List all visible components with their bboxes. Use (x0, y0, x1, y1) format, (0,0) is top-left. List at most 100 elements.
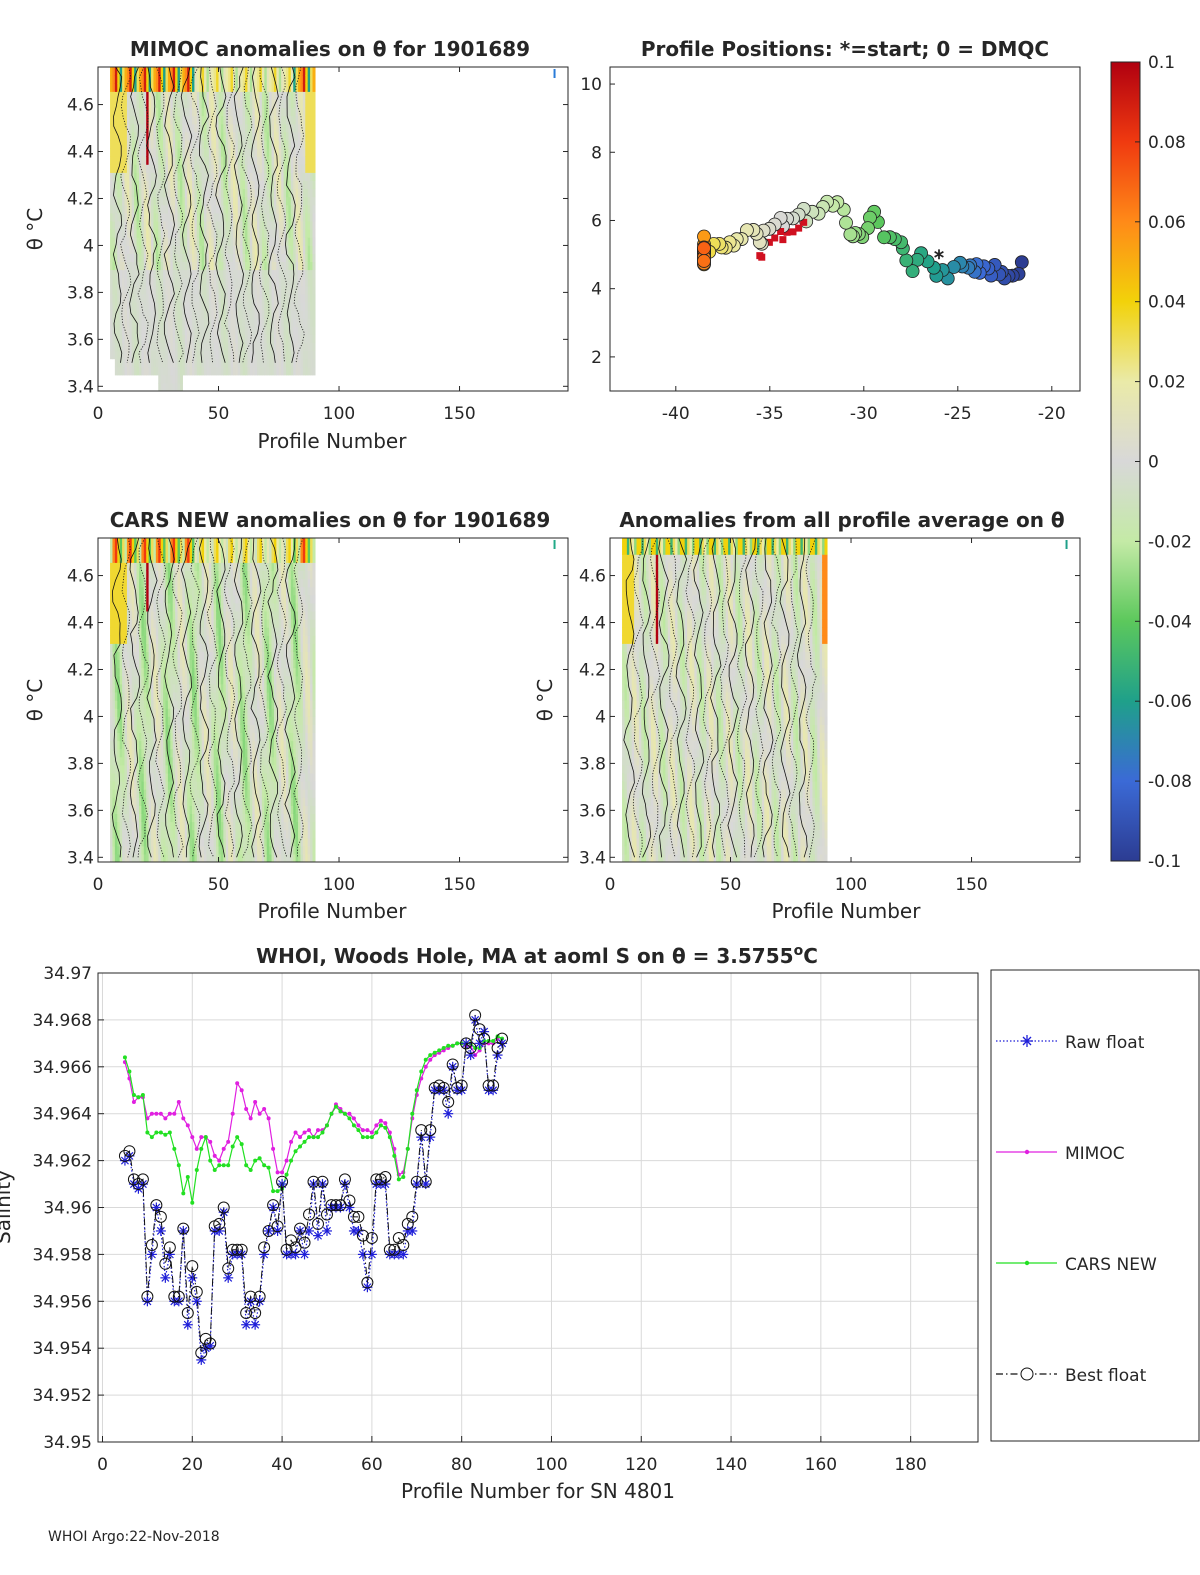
heatmap-cell (281, 358, 285, 368)
heatmap-cell (167, 821, 171, 831)
heatmap-cell (261, 204, 265, 214)
heatmap-cell (196, 570, 200, 580)
heatmap-cell (110, 75, 114, 84)
heatmap-cell (290, 366, 294, 376)
heatmap-cell (119, 691, 123, 701)
heatmap-cell (182, 700, 186, 709)
heatmap-cell (110, 220, 114, 230)
heatmap-cell (122, 578, 126, 588)
heatmap-cell (110, 570, 114, 580)
heatmap-cell (124, 643, 128, 652)
heatmap-cell (216, 204, 220, 214)
heatmap-cell (146, 75, 150, 84)
heatmap-cell (184, 164, 188, 173)
heatmap-cell (225, 164, 229, 173)
heatmap-cell (261, 285, 265, 295)
heatmap-cell (290, 237, 294, 246)
heatmap-cell (122, 610, 126, 620)
heatmap-cell (211, 180, 215, 190)
heatmap-cell (124, 724, 128, 733)
heatmap-cell (192, 805, 196, 814)
heatmap-cell (163, 740, 167, 750)
heatmap-cell (281, 212, 285, 222)
heatmap-cell (184, 318, 188, 327)
heatmap-cell (143, 675, 147, 685)
heatmap-cell (259, 67, 263, 76)
heatmap-cell (266, 164, 270, 173)
heatmap-cell (216, 67, 220, 76)
heatmap-cell (153, 635, 157, 644)
heatmap-cell (160, 562, 164, 571)
heatmap-cell (288, 212, 292, 222)
heatmap-cell (122, 261, 126, 271)
heatmap-cell (276, 326, 280, 335)
heatmap-cell (187, 99, 191, 109)
heatmap-cell (163, 781, 167, 790)
heatmap-cell (196, 148, 200, 157)
heatmap-cell (134, 301, 138, 311)
heatmap-cell (177, 131, 181, 141)
heatmap-cell (146, 756, 150, 766)
heatmap-cell (126, 277, 130, 287)
heatmap-cell (165, 667, 169, 677)
heatmap-cell (129, 586, 133, 596)
heatmap-cell (134, 326, 138, 335)
heatmap-cell (196, 805, 200, 814)
heatmap-cell (117, 578, 121, 588)
heatmap-cell (242, 245, 246, 254)
heatmap-cell (129, 366, 133, 376)
heatmap-cell (300, 139, 304, 149)
heatmap-cell (310, 366, 314, 376)
heatmap-cell (213, 269, 217, 279)
heatmap-cell (235, 131, 239, 141)
heatmap-cell (136, 724, 140, 733)
heatmap-cell (276, 301, 280, 311)
heatmap-cell (228, 253, 232, 262)
heatmap-cell (172, 748, 176, 758)
heatmap-cell (254, 188, 258, 198)
heatmap-cell (249, 358, 253, 368)
heatmap-cell (160, 326, 164, 335)
heatmap-cell (146, 156, 150, 165)
heatmap-cell (276, 212, 280, 222)
heatmap-cell (172, 700, 176, 709)
heatmap-cell (283, 237, 287, 246)
heatmap-cell (124, 237, 128, 246)
heatmap-cell (194, 310, 198, 319)
heatmap-cell (254, 293, 258, 303)
heatmap-cell (117, 358, 121, 368)
heatmap-cell (117, 253, 121, 262)
heatmap-cell (235, 318, 239, 327)
heatmap-cell (167, 350, 171, 360)
heatmap-cell (225, 156, 229, 165)
heatmap-cell (170, 732, 174, 742)
heatmap-cell (175, 586, 179, 596)
heatmap-cell (247, 188, 251, 198)
heatmap-cell (187, 269, 191, 279)
heatmap-cell (300, 172, 304, 181)
heatmap-cell (112, 716, 116, 725)
heatmap-cell (271, 269, 275, 279)
heatmap-cell (138, 602, 142, 612)
heatmap-cell (167, 805, 171, 814)
heatmap-cell (151, 310, 155, 319)
heatmap-cell (225, 196, 229, 206)
heatmap-cell (112, 772, 116, 782)
heatmap-cell (160, 610, 164, 620)
heatmap-cell (184, 651, 188, 661)
heatmap-cell (131, 554, 135, 563)
heatmap-cell (204, 107, 208, 117)
heatmap-cell (261, 334, 265, 343)
heatmap-cell (117, 91, 121, 100)
heatmap-cell (131, 131, 135, 141)
heatmap-cell (293, 342, 297, 352)
heatmap-cell (196, 845, 200, 855)
heatmap-cell (252, 245, 256, 254)
heatmap-cell (117, 659, 121, 669)
heatmap-cell (182, 683, 186, 693)
heatmap-cell (126, 700, 130, 709)
heatmap-cell (199, 781, 203, 790)
heatmap-cell (119, 204, 123, 214)
heatmap-cell (158, 554, 162, 563)
heatmap-cell (124, 318, 128, 327)
